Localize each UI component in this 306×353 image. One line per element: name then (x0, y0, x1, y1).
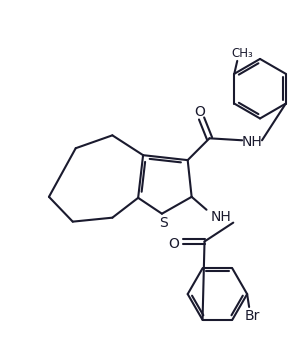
Text: O: O (194, 104, 205, 119)
Text: NH: NH (211, 210, 232, 224)
Text: NH: NH (242, 135, 263, 149)
Text: O: O (168, 238, 179, 251)
Text: CH₃: CH₃ (231, 47, 253, 60)
Text: Br: Br (244, 309, 260, 323)
Text: S: S (159, 216, 168, 230)
